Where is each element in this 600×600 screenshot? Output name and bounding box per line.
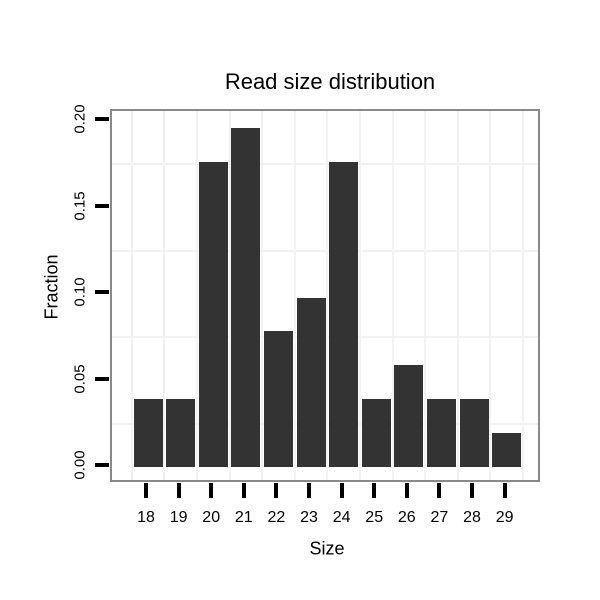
vertical-gridline [489,111,492,480]
vertical-gridline [228,111,231,480]
y-tick-mark [95,376,109,381]
y-tick-mark [95,290,109,295]
x-tick-label: 23 [300,509,318,526]
y-tick-label: 0.10 [71,277,89,307]
x-tick-label: 20 [202,509,221,526]
x-tick-mark [307,483,311,498]
horizontal-gridline [112,249,538,252]
y-tick-mark [95,117,109,122]
bar-size-25 [361,399,391,468]
plot-area [112,111,538,480]
bar-size-28 [459,399,489,468]
y-tick-label: 0.00 [71,450,89,480]
chart-title: Read size distribution [224,69,436,94]
x-tick-label: 28 [463,509,481,526]
vertical-gridline [358,111,361,480]
bar-size-27 [426,399,456,468]
x-tick-mark [339,483,344,498]
x-tick-mark [241,483,246,498]
x-tick-mark [437,483,442,498]
vertical-gridline [261,111,264,480]
bar-size-26 [394,365,424,468]
vertical-gridline [163,111,166,480]
x-tick-mark [470,483,474,498]
bar-size-20 [198,161,228,468]
vertical-gridline [521,111,524,480]
y-tick-mark [95,463,109,468]
bar-size-29 [492,433,522,468]
x-tick-label: 19 [169,509,188,526]
x-tick-mark [144,483,148,498]
y-tick-mark [95,203,109,208]
vertical-gridline [293,111,296,480]
plot-panel [110,109,540,482]
vertical-gridline [456,111,459,480]
vertical-gridline [424,111,427,480]
bar-size-23 [296,297,326,468]
x-tick-mark [404,483,409,498]
x-tick-label: 24 [332,509,351,526]
y-tick-label: 0.20 [71,104,89,134]
x-tick-mark [176,483,181,498]
x-tick-label: 26 [397,509,416,526]
vertical-gridline [326,111,329,480]
vertical-gridline [130,111,133,480]
x-tick-label: 21 [234,509,253,526]
bar-size-19 [166,399,196,468]
y-axis-title: Fraction [41,254,62,320]
x-tick-label: 22 [267,509,286,526]
vertical-gridline [391,111,394,480]
x-tick-mark [502,483,507,498]
x-tick-label: 25 [365,509,384,526]
x-tick-label: 27 [430,509,449,526]
horizontal-gridline [112,163,538,166]
x-axis-title: Size [309,538,345,559]
bar-size-24 [329,161,359,468]
x-tick-mark [372,483,377,498]
y-tick-label: 0.05 [71,363,89,394]
bar-size-18 [133,399,163,468]
bar-size-22 [263,331,293,468]
x-tick-label: 29 [495,509,514,526]
vertical-gridline [195,111,198,480]
x-tick-mark [274,483,279,498]
x-tick-mark [209,483,214,498]
y-tick-label: 0.15 [71,191,89,221]
bar-size-21 [231,127,261,468]
x-tick-label: 18 [137,509,155,526]
